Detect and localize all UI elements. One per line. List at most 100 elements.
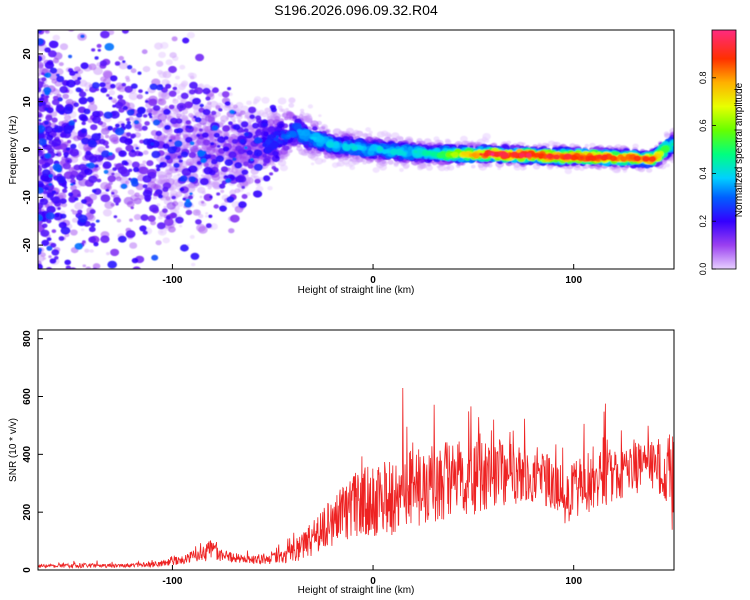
heat-cell xyxy=(109,75,118,82)
heat-cell xyxy=(62,162,71,170)
heat-cell xyxy=(232,124,241,131)
heat-cell xyxy=(216,144,221,148)
heat-cell xyxy=(158,194,164,199)
heat-cell xyxy=(215,105,221,110)
heat-cell xyxy=(63,106,73,115)
heat-cell xyxy=(205,223,212,229)
heat-cell xyxy=(187,195,194,200)
heat-cell xyxy=(57,207,61,210)
heat-cell xyxy=(211,125,219,131)
heat-cell xyxy=(100,235,110,243)
heat-cell xyxy=(110,83,116,89)
heat-cell xyxy=(197,186,206,194)
heat-cell xyxy=(46,192,54,199)
heat-cell xyxy=(247,164,254,169)
heat-cell xyxy=(97,48,102,52)
heat-cell xyxy=(584,143,589,148)
heat-cell xyxy=(57,192,67,200)
heat-cell xyxy=(173,83,178,87)
heat-cell xyxy=(213,204,219,209)
heat-cell xyxy=(254,178,261,184)
heat-cell xyxy=(175,113,182,119)
heat-cell xyxy=(52,34,60,41)
heat-cell xyxy=(225,178,232,184)
colorbar-gradient xyxy=(711,29,737,270)
heat-cell xyxy=(117,166,128,175)
heat-cell xyxy=(177,155,183,159)
heat-cell xyxy=(74,71,79,74)
heat-cell xyxy=(246,100,252,106)
chart-title: S196.2026.096.09.32.R04 xyxy=(274,2,438,18)
heat-cell xyxy=(72,217,78,223)
heat-cell xyxy=(56,73,60,77)
heat-cell xyxy=(169,52,177,59)
heat-cell xyxy=(241,194,248,199)
heat-cell xyxy=(86,96,95,103)
heat-cell xyxy=(199,195,203,199)
heat-cell xyxy=(151,254,159,261)
heat-cell xyxy=(126,65,133,70)
heat-cell xyxy=(553,154,560,160)
heat-cell xyxy=(105,188,110,192)
heat-cell xyxy=(211,159,218,165)
heat-cell xyxy=(63,126,73,134)
heat-cell xyxy=(185,136,193,143)
heat-cell xyxy=(139,225,147,232)
heat-cell xyxy=(198,128,203,132)
heat-cell xyxy=(337,137,341,141)
heat-cell xyxy=(51,249,60,256)
heat-cell xyxy=(106,252,110,256)
spectrogram-blobs xyxy=(38,30,674,269)
heat-cell xyxy=(169,117,178,125)
heat-cell xyxy=(228,228,235,234)
heat-cell xyxy=(39,97,45,102)
heat-cell xyxy=(92,189,97,193)
heat-cell xyxy=(229,175,235,180)
heat-cell xyxy=(425,165,433,171)
heat-cell xyxy=(107,260,117,269)
heat-cell xyxy=(46,205,56,214)
heat-cell xyxy=(243,149,247,153)
heat-cell xyxy=(376,146,384,152)
heat-cell xyxy=(216,192,221,196)
heat-cell xyxy=(126,121,131,125)
heat-cell xyxy=(95,219,100,223)
heat-cell xyxy=(199,103,204,108)
heat-cell xyxy=(174,168,179,172)
heat-cell xyxy=(80,128,88,134)
heat-cell xyxy=(61,183,67,188)
heat-cell xyxy=(430,152,436,157)
heat-cell xyxy=(175,191,183,198)
heat-cell xyxy=(220,166,229,173)
heat-cell xyxy=(646,167,653,173)
heat-cell xyxy=(239,139,245,144)
heat-cell xyxy=(254,137,263,144)
heat-cell xyxy=(41,101,47,106)
heat-cell xyxy=(484,138,490,143)
heat-cell xyxy=(648,156,657,163)
heat-cell xyxy=(179,175,188,182)
heat-cell xyxy=(64,259,71,265)
heat-cell xyxy=(131,161,140,169)
heat-cell xyxy=(45,114,53,121)
heat-cell xyxy=(382,143,387,148)
heat-cell xyxy=(144,121,150,126)
heat-cell xyxy=(88,226,96,233)
heat-cell xyxy=(65,79,76,88)
heat-cell xyxy=(177,173,181,177)
heat-cell xyxy=(252,122,260,129)
heat-cell xyxy=(145,91,149,95)
heat-cell xyxy=(222,125,231,132)
heat-cell xyxy=(38,187,44,194)
heat-cell xyxy=(206,146,216,155)
heat-cell xyxy=(103,169,109,174)
heat-cell xyxy=(177,83,186,91)
heat-cell xyxy=(150,140,160,148)
heat-cell xyxy=(173,162,180,168)
heat-cell xyxy=(38,164,41,168)
heat-cell xyxy=(79,79,88,87)
heat-cell xyxy=(168,139,173,143)
heat-cell xyxy=(246,192,251,197)
heat-cell xyxy=(88,155,98,163)
heat-cell xyxy=(65,124,71,129)
